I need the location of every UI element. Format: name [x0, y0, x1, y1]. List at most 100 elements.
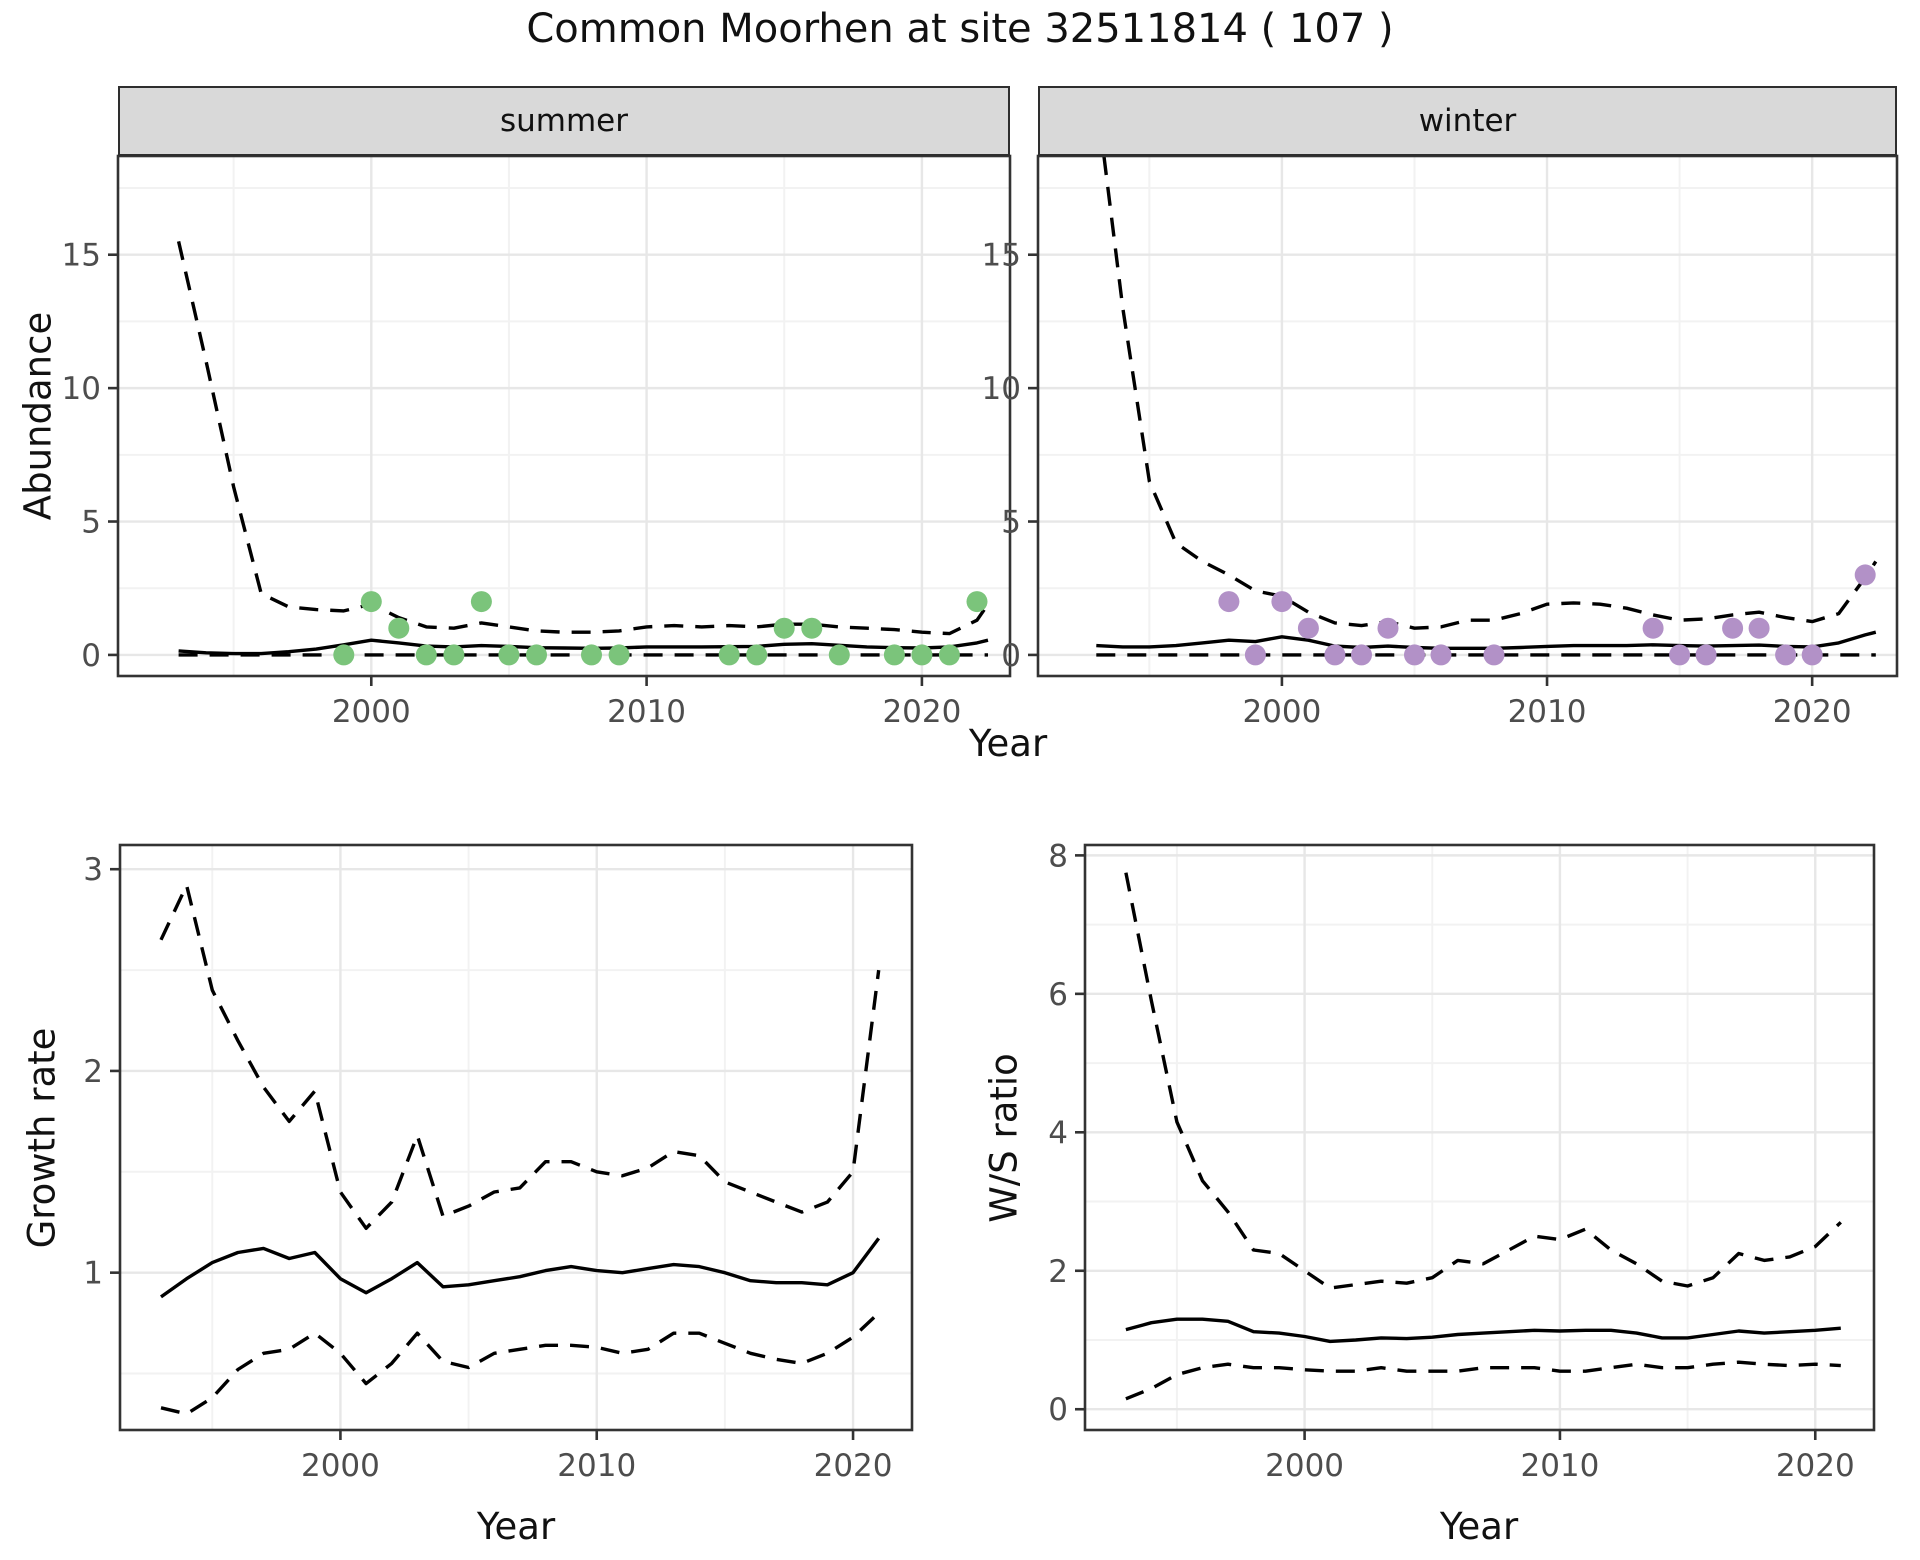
- y-axis-tick-label: 15: [62, 238, 101, 274]
- data-point: [911, 644, 933, 666]
- facet-strip-winter: winter: [1038, 86, 1897, 156]
- chart-title: Common Moorhen at site 32511814 ( 107 ): [526, 6, 1394, 52]
- panel-border: [1083, 843, 1876, 1432]
- data-point: [801, 617, 823, 639]
- data-point: [526, 644, 547, 666]
- data-point: [333, 644, 355, 666]
- y-axis-tick-label: 0: [1001, 638, 1021, 674]
- panel-border: [116, 154, 1012, 678]
- data-point: [1430, 644, 1452, 666]
- data-point: [773, 617, 795, 639]
- ws-ratio-axis-label: W/S ratio: [982, 1053, 1026, 1223]
- data-point: [443, 644, 465, 666]
- ci-lower-line: [1125, 1360, 1841, 1401]
- y-axis-tick-label: 3: [83, 852, 103, 888]
- data-point: [883, 644, 905, 666]
- x-axis-tick-label: 2020: [882, 694, 961, 730]
- data-point: [1669, 644, 1691, 666]
- ci-upper-line: [1124, 872, 1842, 1290]
- data-point: [966, 591, 988, 613]
- data-point: [1271, 591, 1293, 613]
- facet-strip-summer: summer: [118, 86, 1010, 156]
- panel-border: [1036, 154, 1899, 678]
- data-point: [1483, 644, 1505, 666]
- top-year-axis-label: Year: [968, 722, 1048, 765]
- series-group: [1124, 872, 1842, 1401]
- y-axis-tick-label: 15: [982, 238, 1021, 274]
- data-point: [1377, 617, 1399, 639]
- data-point: [1642, 617, 1664, 639]
- panel-abundance-winter: 2000 2010 2020 0 5 10 15: [982, 154, 1899, 730]
- x-axis-tick-label: 2000: [1242, 694, 1321, 730]
- data-point: [1404, 644, 1425, 666]
- y-axis-tick-label: 10: [62, 371, 101, 407]
- x-axis-tick-label: 2000: [1265, 1448, 1344, 1484]
- facet-strip-winter-label: winter: [1418, 103, 1517, 139]
- data-point: [1695, 644, 1717, 666]
- data-point: [1324, 644, 1346, 666]
- data-point: [1297, 617, 1319, 639]
- data-point: [1351, 644, 1372, 666]
- facet-strip-summer-label: summer: [499, 103, 628, 139]
- x-axis-tick-label: 2010: [557, 1448, 636, 1484]
- x-axis-tick-label: 2020: [1773, 694, 1852, 730]
- growth-year-axis-label: Year: [476, 1505, 556, 1548]
- data-point: [1854, 564, 1876, 586]
- data-point: [470, 591, 492, 613]
- points-group: [1218, 564, 1876, 666]
- data-point: [415, 644, 437, 666]
- data-point: [1801, 644, 1823, 666]
- mean-line: [160, 1237, 881, 1299]
- data-point: [1775, 644, 1797, 666]
- x-axis-tick-label: 2010: [1508, 694, 1587, 730]
- y-axis-tick-label: 6: [1048, 977, 1068, 1013]
- data-point: [608, 644, 630, 666]
- panel-background: [120, 845, 912, 1430]
- panel-border: [118, 843, 914, 1432]
- ci-upper-line: [1102, 156, 1878, 630]
- data-point: [828, 644, 850, 666]
- data-point: [938, 644, 960, 666]
- x-axis-tick-label: 2020: [814, 1448, 893, 1484]
- panel-background: [1085, 845, 1874, 1430]
- data-point: [746, 644, 768, 666]
- data-point: [1722, 617, 1744, 639]
- data-point: [1244, 644, 1266, 666]
- data-point: [581, 644, 602, 666]
- ci-upper-line: [176, 241, 990, 636]
- data-point: [1748, 617, 1770, 639]
- points-group: [333, 591, 988, 666]
- data-point: [498, 644, 520, 666]
- growth-rate-axis-label: Growth rate: [20, 1027, 64, 1249]
- data-point: [718, 644, 740, 666]
- y-axis-tick-label: 2: [83, 1054, 103, 1090]
- series-group: [159, 883, 881, 1416]
- ci-lower-line: [160, 1311, 880, 1416]
- ci-upper-line: [159, 883, 881, 1230]
- panel-growth-rate: 2000 2010 2020 1 2 3: [83, 843, 914, 1484]
- y-axis-tick-label: 8: [1048, 838, 1068, 874]
- y-axis-tick-label: 0: [1048, 1392, 1068, 1428]
- x-axis-tick-label: 2010: [1520, 1448, 1599, 1484]
- panel-background: [118, 156, 1010, 676]
- panel-background: [1038, 156, 1897, 676]
- x-axis-tick-label: 2010: [607, 694, 686, 730]
- data-point: [360, 591, 382, 613]
- y-axis-tick-label: 0: [81, 638, 101, 674]
- x-axis-tick-label: 2020: [1776, 1448, 1855, 1484]
- y-axis-tick-label: 5: [1001, 505, 1021, 541]
- y-axis-tick-label: 10: [982, 371, 1021, 407]
- abundance-axis-label: Abundance: [16, 311, 60, 521]
- y-axis-tick-label: 5: [81, 505, 101, 541]
- panel-abundance-summer: 2000 2010 2020 0 5 10 15: [62, 154, 1012, 730]
- y-axis-tick-label: 2: [1048, 1254, 1068, 1290]
- y-axis-tick-label: 4: [1048, 1115, 1068, 1151]
- panel-ws-ratio: 2000 2010 2020 0 2 4 6 8: [1048, 838, 1876, 1484]
- ws-year-axis-label: Year: [1439, 1505, 1519, 1548]
- x-axis-tick-label: 2000: [332, 694, 411, 730]
- data-point: [388, 617, 410, 639]
- y-axis-tick-label: 1: [83, 1256, 103, 1292]
- x-axis-tick-label: 2000: [301, 1448, 380, 1484]
- mean-line: [1125, 1317, 1841, 1344]
